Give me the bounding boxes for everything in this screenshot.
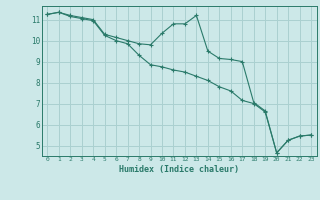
X-axis label: Humidex (Indice chaleur): Humidex (Indice chaleur): [119, 165, 239, 174]
